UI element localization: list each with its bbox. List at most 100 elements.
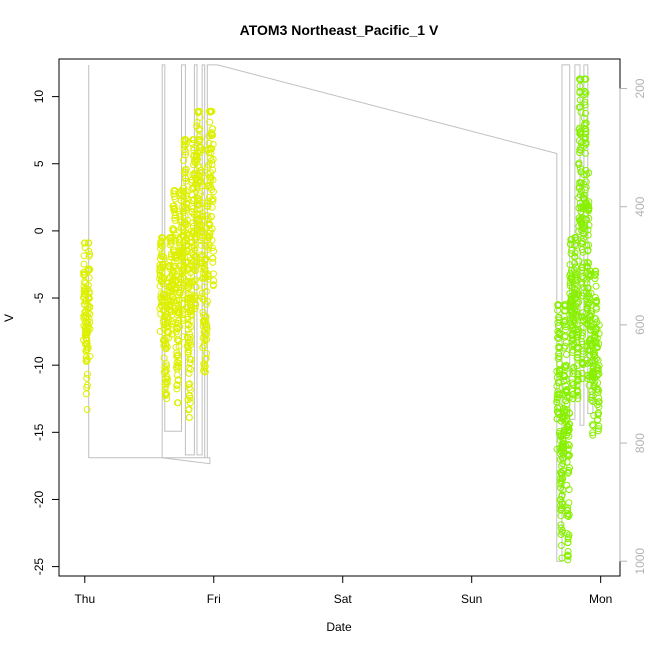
data-point bbox=[174, 324, 182, 332]
data-point bbox=[198, 216, 206, 224]
data-point bbox=[202, 313, 210, 321]
x-tick-label: Mon bbox=[589, 592, 612, 606]
data-point bbox=[573, 321, 581, 329]
data-point bbox=[191, 292, 199, 300]
data-point bbox=[186, 386, 194, 394]
data-point bbox=[201, 368, 209, 376]
data-point bbox=[562, 376, 570, 384]
data-point bbox=[174, 301, 182, 309]
data-point bbox=[563, 351, 570, 358]
y-tick-label: -15 bbox=[32, 423, 46, 441]
data-point bbox=[81, 239, 89, 247]
data-point bbox=[209, 166, 217, 174]
data-point bbox=[571, 241, 579, 248]
data-point bbox=[571, 259, 578, 267]
data-point bbox=[201, 362, 209, 370]
data-point bbox=[563, 481, 571, 489]
data-point bbox=[574, 298, 582, 306]
data-point bbox=[579, 347, 587, 355]
data-point bbox=[209, 195, 217, 203]
data-point bbox=[565, 511, 573, 519]
data-point bbox=[579, 273, 587, 281]
data-point bbox=[179, 266, 187, 274]
data-point bbox=[570, 381, 578, 388]
data-point bbox=[581, 98, 589, 106]
data-point bbox=[593, 344, 601, 352]
y-tick-label: -20 bbox=[32, 490, 46, 508]
y2-tick-label: 200 bbox=[633, 78, 647, 98]
data-point bbox=[186, 394, 194, 402]
data-point bbox=[208, 213, 215, 221]
data-point bbox=[161, 383, 169, 391]
data-point bbox=[207, 157, 215, 165]
data-point bbox=[171, 234, 179, 242]
data-point bbox=[572, 242, 580, 250]
data-point bbox=[172, 231, 179, 239]
data-point bbox=[564, 552, 572, 560]
data-point bbox=[184, 325, 192, 333]
data-point bbox=[175, 356, 183, 364]
data-point bbox=[577, 103, 584, 111]
data-point bbox=[565, 432, 573, 440]
data-point bbox=[209, 155, 217, 163]
data-point bbox=[588, 307, 596, 315]
data-point bbox=[170, 202, 178, 210]
data-point bbox=[587, 267, 595, 275]
data-point bbox=[585, 221, 593, 229]
data-point bbox=[196, 190, 204, 198]
data-point bbox=[571, 253, 579, 260]
data-point bbox=[207, 174, 215, 182]
data-point bbox=[595, 386, 602, 394]
data-point bbox=[83, 406, 91, 413]
data-point bbox=[594, 425, 602, 433]
data-point bbox=[566, 464, 573, 472]
data-point bbox=[571, 271, 579, 279]
data-point bbox=[592, 282, 600, 290]
data-point bbox=[178, 204, 186, 211]
data-point bbox=[210, 188, 217, 196]
data-point bbox=[192, 263, 200, 271]
data-point bbox=[192, 283, 200, 291]
data-point bbox=[585, 259, 593, 267]
y-tick-label: -25 bbox=[32, 558, 46, 576]
data-point bbox=[83, 381, 91, 389]
data-point bbox=[164, 315, 172, 323]
data-point bbox=[85, 289, 93, 297]
data-point bbox=[209, 258, 217, 266]
data-point bbox=[566, 420, 574, 428]
data-point bbox=[577, 143, 585, 151]
data-point bbox=[180, 265, 188, 273]
data-point bbox=[556, 391, 564, 399]
data-point bbox=[163, 362, 170, 370]
data-point bbox=[592, 305, 600, 313]
data-point bbox=[81, 244, 89, 252]
y-axis-left: 10 5 0 -5 -10 -15 -20 -25 bbox=[32, 90, 60, 576]
data-point bbox=[585, 204, 593, 212]
data-point bbox=[183, 240, 191, 248]
data-point bbox=[565, 486, 573, 493]
data-point bbox=[175, 316, 183, 324]
data-point bbox=[208, 145, 216, 153]
data-point bbox=[189, 140, 197, 147]
data-point bbox=[565, 531, 573, 539]
data-point bbox=[178, 269, 186, 277]
data-point bbox=[208, 107, 216, 115]
data-point bbox=[579, 361, 587, 369]
data-point bbox=[572, 307, 580, 315]
data-point bbox=[164, 375, 171, 383]
data-point bbox=[579, 309, 587, 317]
data-point bbox=[86, 318, 94, 326]
data-point bbox=[581, 149, 589, 157]
data-point bbox=[574, 351, 582, 359]
data-point bbox=[85, 274, 93, 282]
data-point bbox=[588, 394, 596, 401]
data-point bbox=[555, 353, 563, 361]
data-point bbox=[176, 323, 184, 331]
data-point bbox=[175, 342, 183, 350]
data-point bbox=[560, 444, 568, 452]
data-point bbox=[203, 330, 211, 338]
data-point bbox=[86, 310, 94, 318]
data-point bbox=[574, 325, 582, 333]
data-point bbox=[80, 260, 88, 268]
